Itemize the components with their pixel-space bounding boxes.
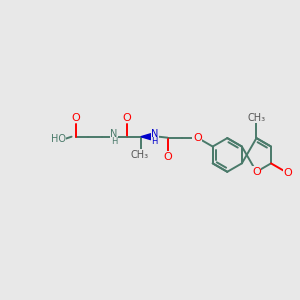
Text: H: H: [152, 137, 158, 146]
Text: CH₃: CH₃: [131, 149, 149, 160]
Text: N: N: [110, 129, 118, 139]
Text: N: N: [151, 129, 158, 139]
Text: O: O: [252, 167, 261, 177]
Text: HO: HO: [51, 134, 66, 144]
Polygon shape: [141, 134, 151, 140]
Text: H: H: [111, 137, 117, 146]
Text: O: O: [283, 168, 292, 178]
Text: O: O: [123, 113, 131, 123]
Text: O: O: [193, 133, 202, 143]
Text: CH₃: CH₃: [248, 113, 266, 123]
Text: O: O: [71, 113, 80, 123]
Text: O: O: [163, 152, 172, 161]
